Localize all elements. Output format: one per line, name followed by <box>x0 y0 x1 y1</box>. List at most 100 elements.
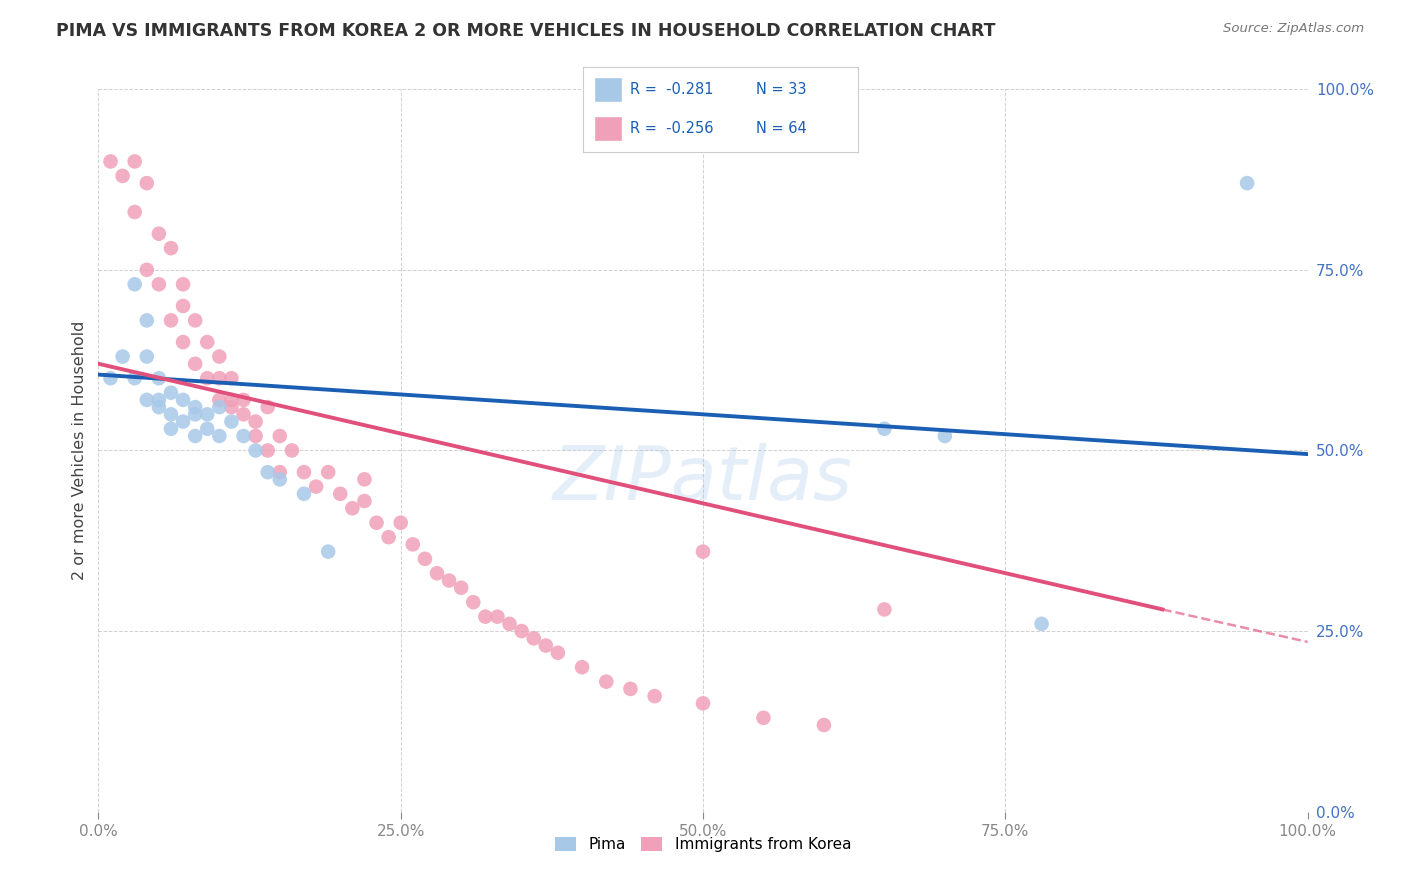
Point <box>221 400 243 414</box>
Point <box>486 609 509 624</box>
Point <box>208 350 231 364</box>
Y-axis label: 2 or more Vehicles in Household: 2 or more Vehicles in Household <box>72 321 87 580</box>
Point <box>305 480 328 494</box>
Text: Source: ZipAtlas.com: Source: ZipAtlas.com <box>1223 22 1364 36</box>
Point <box>245 429 267 443</box>
Point <box>426 566 449 581</box>
Point <box>100 154 122 169</box>
Point <box>413 551 436 566</box>
Point <box>256 465 278 479</box>
Point <box>474 609 496 624</box>
Point <box>281 443 304 458</box>
Point <box>873 422 896 436</box>
Point <box>644 689 666 703</box>
Point <box>208 400 231 414</box>
Point <box>873 602 896 616</box>
Point <box>571 660 593 674</box>
Point <box>148 277 170 292</box>
Bar <box>595 77 621 103</box>
Point <box>450 581 472 595</box>
Point <box>316 544 339 558</box>
Point <box>172 299 194 313</box>
Point <box>111 350 134 364</box>
Point <box>148 400 170 414</box>
Point <box>692 696 714 710</box>
Point <box>316 465 339 479</box>
Point <box>510 624 533 639</box>
Text: R =  -0.281: R = -0.281 <box>630 82 714 97</box>
Point <box>342 501 364 516</box>
Point <box>135 350 157 364</box>
Point <box>692 544 714 558</box>
Point <box>195 334 218 349</box>
Point <box>172 415 194 429</box>
Point <box>124 277 146 292</box>
Point <box>269 472 291 486</box>
Text: ZIPatlas: ZIPatlas <box>553 443 853 516</box>
Point <box>256 400 278 414</box>
Point <box>195 407 218 421</box>
Point <box>135 176 157 190</box>
Point <box>752 711 775 725</box>
Point <box>595 674 617 689</box>
Point <box>232 407 254 421</box>
Point <box>172 277 194 292</box>
Point <box>111 169 134 183</box>
Point <box>135 262 157 277</box>
Point <box>184 407 207 421</box>
Bar <box>595 116 621 142</box>
Point <box>148 392 170 407</box>
Point <box>402 537 425 551</box>
Point <box>389 516 412 530</box>
Point <box>135 313 157 327</box>
Point <box>160 407 183 421</box>
Point <box>195 371 218 385</box>
Point <box>184 400 207 414</box>
Point <box>1236 176 1258 190</box>
Point <box>437 574 460 588</box>
Point <box>148 227 170 241</box>
Point <box>208 392 231 407</box>
Point <box>292 465 315 479</box>
Point <box>124 371 146 385</box>
Point <box>523 632 546 646</box>
Text: R =  -0.256: R = -0.256 <box>630 121 714 136</box>
Point <box>100 371 122 385</box>
Point <box>269 429 291 443</box>
Point <box>160 313 183 327</box>
Point <box>1031 616 1053 631</box>
Point <box>547 646 569 660</box>
Point <box>353 494 375 508</box>
Point <box>208 429 231 443</box>
Point <box>208 371 231 385</box>
Point <box>813 718 835 732</box>
Point <box>195 422 218 436</box>
Point <box>221 392 243 407</box>
Text: N = 64: N = 64 <box>756 121 807 136</box>
Point <box>245 443 267 458</box>
Point <box>377 530 399 544</box>
Point <box>498 616 520 631</box>
Point <box>184 313 207 327</box>
Point <box>269 465 291 479</box>
Point <box>463 595 485 609</box>
Point <box>292 487 315 501</box>
Text: N = 33: N = 33 <box>756 82 807 97</box>
Point <box>172 334 194 349</box>
Point <box>124 205 146 219</box>
Point <box>329 487 352 501</box>
Point <box>353 472 375 486</box>
Point <box>221 371 243 385</box>
Point <box>232 429 254 443</box>
Point <box>160 385 183 400</box>
Point <box>221 415 243 429</box>
Point <box>534 639 557 653</box>
Legend: Pima, Immigrants from Korea: Pima, Immigrants from Korea <box>548 830 858 858</box>
Point <box>245 415 267 429</box>
Point <box>256 443 278 458</box>
Point <box>184 357 207 371</box>
Text: PIMA VS IMMIGRANTS FROM KOREA 2 OR MORE VEHICLES IN HOUSEHOLD CORRELATION CHART: PIMA VS IMMIGRANTS FROM KOREA 2 OR MORE … <box>56 22 995 40</box>
Point <box>184 429 207 443</box>
Point <box>619 681 641 696</box>
Point <box>934 429 956 443</box>
